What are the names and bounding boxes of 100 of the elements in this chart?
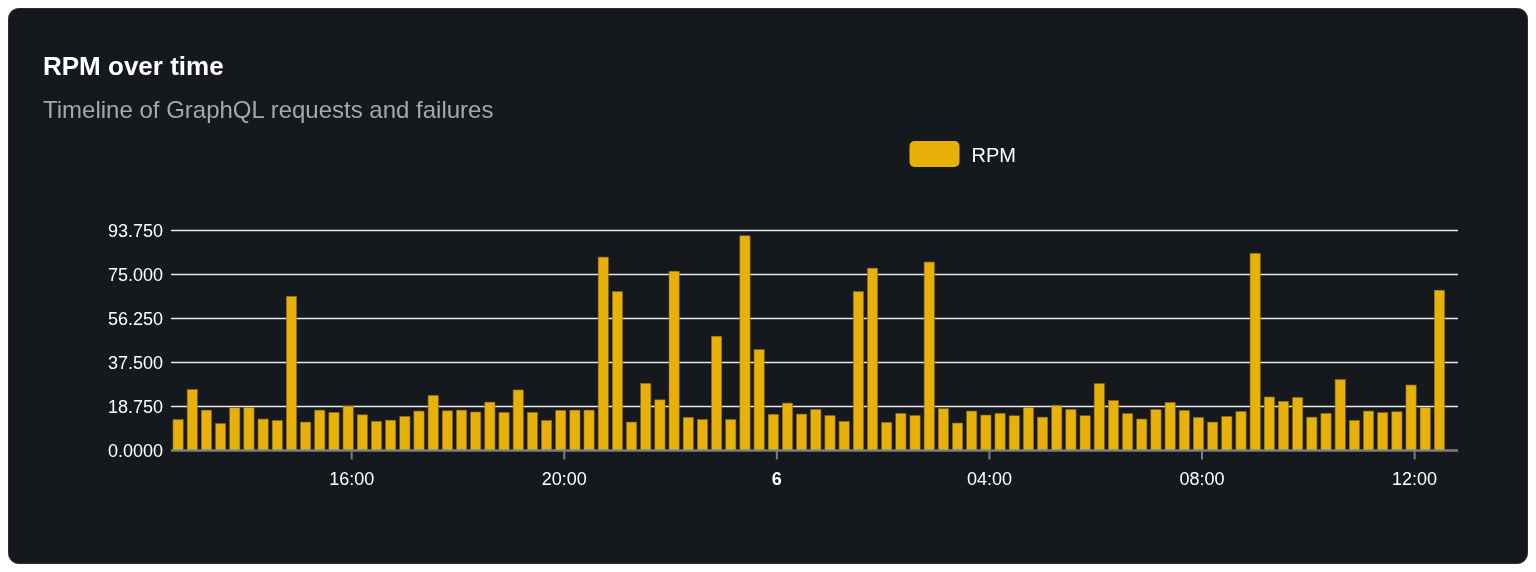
chart-title: RPM over time <box>43 51 224 81</box>
bar <box>1079 415 1091 451</box>
bar <box>739 235 751 451</box>
bar <box>342 405 354 451</box>
y-tick-label: 0.0000 <box>107 440 163 461</box>
bar <box>824 415 836 451</box>
bar <box>1023 407 1034 451</box>
bar <box>612 291 623 451</box>
bar <box>1093 383 1105 451</box>
bar <box>257 418 269 451</box>
bar <box>1363 410 1374 451</box>
bar <box>838 421 850 451</box>
bar <box>626 421 637 451</box>
bar <box>1164 402 1176 451</box>
bar <box>682 417 694 451</box>
bar <box>456 409 467 451</box>
bar <box>937 408 949 451</box>
y-tick-label: 18.750 <box>107 396 163 417</box>
bar <box>172 419 184 451</box>
bar <box>668 270 680 451</box>
bar <box>1235 411 1247 451</box>
bar <box>427 395 439 451</box>
bar <box>385 419 397 451</box>
bar <box>597 256 609 451</box>
bar <box>498 412 510 451</box>
bar <box>711 335 723 451</box>
bar <box>583 409 595 451</box>
bar <box>526 412 538 451</box>
bar <box>909 415 921 451</box>
y-tick-label: 56.250 <box>107 308 163 329</box>
x-tick-label: 08:00 <box>1179 468 1225 489</box>
bar <box>1263 396 1275 451</box>
bar <box>470 411 482 451</box>
bar <box>441 410 453 451</box>
bar <box>201 409 212 451</box>
bar <box>1348 420 1360 451</box>
bar <box>399 416 411 451</box>
bar <box>867 267 878 451</box>
bar <box>1320 413 1332 451</box>
bar <box>371 421 382 451</box>
bar <box>767 414 779 451</box>
bar <box>1221 416 1233 451</box>
bar <box>300 421 312 451</box>
y-tick-label: 37.500 <box>107 352 163 373</box>
chart-subtitle: Timeline of GraphQL requests and failures <box>43 96 494 123</box>
bar <box>1306 416 1318 451</box>
bar <box>1122 413 1134 451</box>
bar <box>413 410 425 451</box>
bar <box>1419 407 1431 451</box>
bar <box>484 401 496 451</box>
bar <box>1391 411 1403 451</box>
bar <box>1008 415 1020 451</box>
x-tick-label: 12:00 <box>1392 468 1438 489</box>
bar <box>923 261 935 451</box>
bar <box>994 413 1006 451</box>
bar <box>1193 417 1204 451</box>
bar <box>852 291 864 451</box>
bar <box>1278 401 1289 451</box>
bar <box>215 423 226 451</box>
bar <box>895 413 907 451</box>
bar <box>1178 410 1190 451</box>
bar <box>640 383 652 451</box>
bar <box>654 399 666 451</box>
bar <box>186 389 198 451</box>
bar <box>1207 421 1219 451</box>
y-tick-label: 93.750 <box>107 220 163 241</box>
bar <box>1434 289 1445 451</box>
bar <box>1249 253 1261 451</box>
bar <box>881 422 893 451</box>
x-tick-label: 6 <box>771 468 782 489</box>
bar <box>1334 379 1346 451</box>
y-tick-label: 75.000 <box>107 264 163 285</box>
bar <box>356 414 368 451</box>
bar <box>1051 405 1063 451</box>
bar <box>243 407 255 451</box>
bar <box>541 420 552 451</box>
bar <box>782 402 793 451</box>
bar <box>1377 412 1389 451</box>
bar <box>512 389 524 451</box>
bar <box>1037 416 1048 451</box>
bar <box>753 349 765 451</box>
bar <box>286 296 297 451</box>
bar <box>1405 384 1417 451</box>
bar <box>1292 397 1304 451</box>
bar <box>314 409 326 451</box>
bar <box>980 414 992 451</box>
legend-label: RPM <box>971 144 1016 166</box>
bar <box>697 419 708 451</box>
bar <box>1065 409 1077 451</box>
bar <box>966 410 978 451</box>
bar <box>328 412 340 451</box>
bar <box>1108 400 1119 451</box>
bar <box>952 422 963 451</box>
bar <box>810 409 822 451</box>
x-tick-label: 16:00 <box>329 468 375 489</box>
x-tick-label: 20:00 <box>541 468 587 489</box>
bar <box>569 409 581 451</box>
bar <box>229 407 241 451</box>
bar <box>725 419 737 451</box>
bar <box>1150 409 1162 451</box>
